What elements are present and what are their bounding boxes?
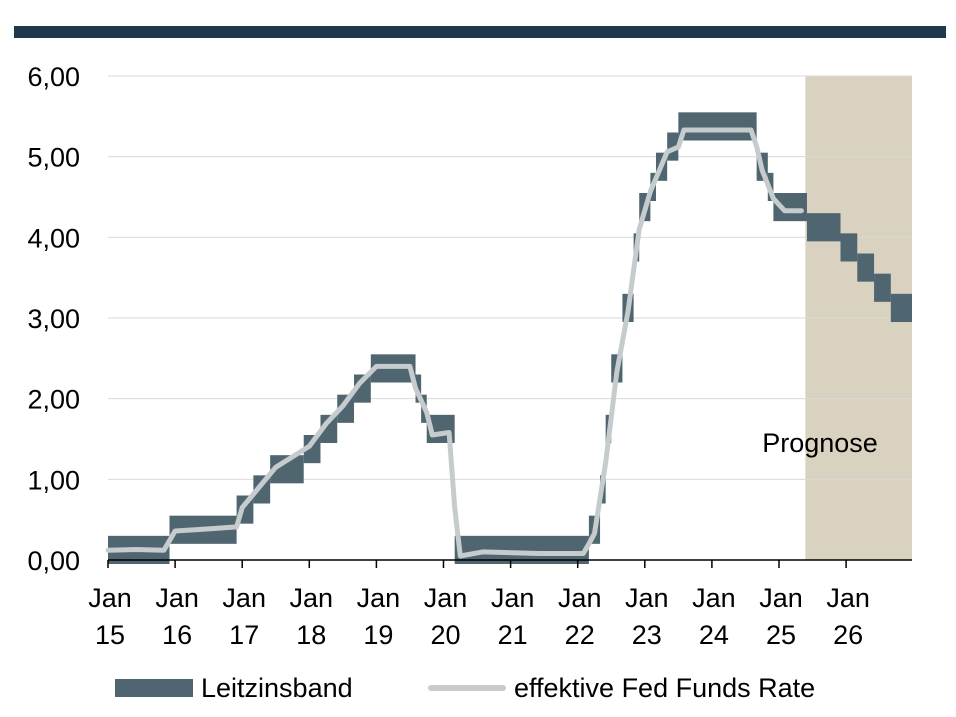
y-tick-label: 3,00 <box>27 304 80 334</box>
x-tick-label-month: Jan <box>88 583 132 613</box>
x-tick-label-year: 15 <box>95 620 125 650</box>
y-tick-label: 2,00 <box>27 385 80 415</box>
x-tick-label-month: Jan <box>692 583 736 613</box>
x-tick-label-year: 23 <box>632 620 662 650</box>
x-tick-label-year: 18 <box>296 620 326 650</box>
x-tick-label-year: 16 <box>162 620 192 650</box>
x-tick-label-year: 25 <box>766 620 796 650</box>
x-tick-labels: Jan 15 Jan 16 Jan 17 Jan 18 Jan 19 Jan 20 Jan 21 Jan 22… <box>88 583 870 650</box>
y-tick-labels: 0,00 1,00 2,00 3,00 4,00 5,00 6,00 <box>27 62 80 576</box>
y-tick-label: 5,00 <box>27 143 80 173</box>
header-bar <box>14 26 946 38</box>
legend: Leitzinsband effektive Fed Funds Rate <box>0 668 956 708</box>
band-segment <box>337 394 355 423</box>
x-tick-label-year: 19 <box>363 620 393 650</box>
chart-area: 0,001,002,003,004,005,006,00 Jan15Jan16J… <box>27 62 912 650</box>
annotations: Prognose <box>762 428 878 458</box>
band-segment <box>667 132 679 161</box>
legend-item-line: effektive Fed Funds Rate <box>428 668 815 708</box>
x-tick-label-month: Jan <box>826 583 870 613</box>
band-segment <box>840 233 858 262</box>
band-segment <box>303 435 321 464</box>
y-tick-label: 4,00 <box>27 223 80 253</box>
forecast-label: Prognose <box>762 428 878 458</box>
gridlines <box>108 75 912 480</box>
band-segment <box>857 253 875 282</box>
x-tick-label-month: Jan <box>759 583 803 613</box>
y-tick-label: 0,00 <box>27 546 80 576</box>
x-tick-label-month: Jan <box>424 583 468 613</box>
fed-funds-series <box>105 127 804 559</box>
x-tick-label-month: Jan <box>491 583 535 613</box>
leitzinsband-series <box>108 112 912 564</box>
x-tick-label-month: Jan <box>155 583 199 613</box>
x-tick-label-year: 24 <box>699 620 729 650</box>
x-tick-label-month: Jan <box>558 583 602 613</box>
x-tick-label-year: 21 <box>498 620 528 650</box>
x-tick-label-month: Jan <box>222 583 266 613</box>
band-segment <box>806 213 841 242</box>
legend-label-band: Leitzinsband <box>201 672 353 703</box>
x-tick-label-year: 17 <box>229 620 259 650</box>
band-segment <box>890 293 912 322</box>
x-tick-label-year: 26 <box>833 620 863 650</box>
x-tick-label-month: Jan <box>625 583 669 613</box>
band-segment <box>874 273 891 302</box>
band-segment <box>678 112 757 141</box>
legend-label-line: effektive Fed Funds Rate <box>514 672 816 703</box>
legend-item-band: Leitzinsband <box>115 668 353 708</box>
y-tick-label: 6,00 <box>27 62 80 92</box>
x-tick-label-month: Jan <box>357 583 401 613</box>
x-tick-label-year: 20 <box>430 620 460 650</box>
axes <box>107 559 912 568</box>
y-tick-label: 1,00 <box>27 465 80 495</box>
legend-swatch-line <box>428 685 506 691</box>
legend-swatch-band <box>115 679 193 697</box>
x-tick-label-year: 22 <box>565 620 595 650</box>
fed-funds-line <box>105 127 804 559</box>
x-tick-label-month: Jan <box>290 583 334 613</box>
